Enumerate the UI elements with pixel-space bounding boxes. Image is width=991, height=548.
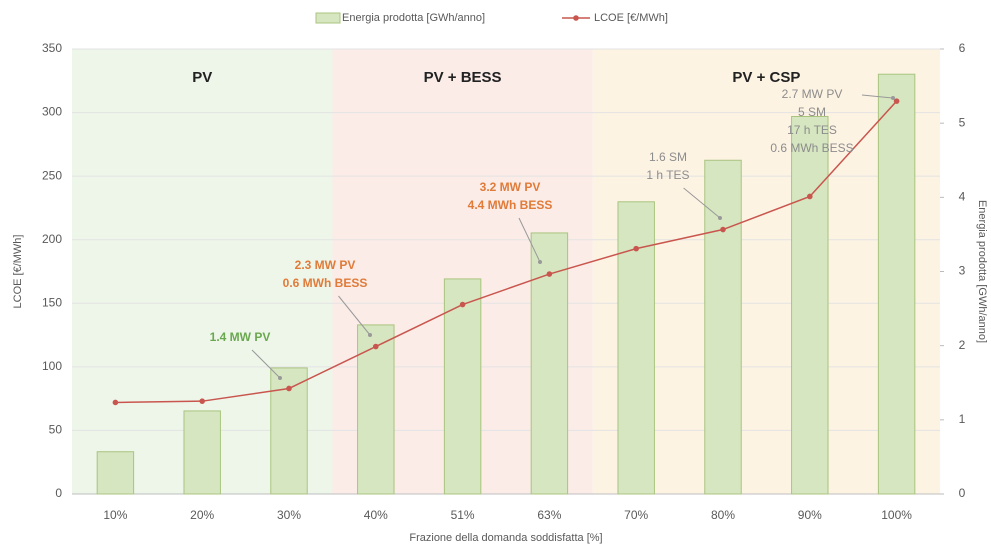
annotation-arrow <box>518 217 541 263</box>
annotation-arrow-head <box>538 260 542 264</box>
y-tick-label: 150 <box>42 295 62 309</box>
y2-tick-label: 6 <box>959 41 966 55</box>
x-tick-label: 70% <box>624 508 648 522</box>
y-tick-label: 200 <box>42 232 62 246</box>
x-tick-label: 100% <box>881 508 912 522</box>
y-tick-label: 350 <box>42 41 62 55</box>
y-tick-label: 100 <box>42 359 62 373</box>
annotation-arrow <box>683 187 721 219</box>
y2-tick-label: 5 <box>959 115 966 129</box>
x-tick-label: 90% <box>798 508 822 522</box>
annotation: 1.4 MW PV <box>210 330 271 344</box>
annotation: 0.6 MWh BESS <box>283 276 368 290</box>
x-tick-label: 30% <box>277 508 301 522</box>
line-point <box>720 226 726 233</box>
line-point <box>633 245 639 252</box>
y-tick-label: 250 <box>42 168 62 182</box>
annotation-arrow-head <box>718 216 722 220</box>
line-point <box>373 343 379 350</box>
legend-label: Energia prodotta [GWh/anno] <box>342 12 485 24</box>
bar <box>96 451 135 495</box>
line-point <box>807 193 813 200</box>
x-tick-label: 63% <box>537 508 561 522</box>
x-tick-label: 51% <box>451 508 475 522</box>
annotation: 1 h TES <box>646 168 689 182</box>
y2-tick-label: 1 <box>959 412 966 426</box>
bar <box>443 278 482 495</box>
annotation-arrow <box>338 295 371 336</box>
annotation-arrow <box>861 94 894 99</box>
y-tick-label: 0 <box>55 486 62 500</box>
legend-swatch <box>315 12 341 24</box>
y-tick-label: 50 <box>49 423 63 437</box>
annotation-arrow-head <box>368 333 372 337</box>
bar <box>704 159 742 495</box>
annotation: 2.3 MW PV <box>295 258 356 272</box>
region-label: PV <box>192 69 212 86</box>
bar <box>791 115 829 495</box>
region-label: PV + BESS <box>424 69 502 86</box>
region-label: PV + CSP <box>732 69 800 86</box>
x-tick-label: 10% <box>103 508 127 522</box>
annotation: 0.6 MWh BESS <box>770 141 853 155</box>
y2-tick-label: 4 <box>959 190 966 204</box>
bar <box>183 410 221 495</box>
line-point <box>112 399 119 406</box>
annotation: 3.2 MW PV <box>480 180 541 194</box>
line-point <box>286 385 292 392</box>
line <box>115 100 898 404</box>
x-tick-label: 40% <box>364 508 388 522</box>
bar <box>357 324 395 495</box>
annotation: 1.6 SM <box>649 150 687 164</box>
bar <box>877 73 916 495</box>
annotation: 2.7 MW PV <box>782 87 843 101</box>
x-tick-label: 80% <box>711 508 735 522</box>
legend-label: LCOE [€/MWh] <box>594 12 668 24</box>
annotation-arrow-head <box>278 376 282 380</box>
x-tick-label: 20% <box>190 508 214 522</box>
annotation: 17 h TES <box>787 123 837 137</box>
annotation: 5 SM <box>798 105 826 119</box>
y-tick-label: 300 <box>42 105 62 119</box>
legend-swatch <box>573 15 579 21</box>
line-point <box>199 398 205 404</box>
annotation-arrow <box>251 349 281 379</box>
y2-tick-label: 0 <box>959 486 966 500</box>
line-point <box>893 98 900 104</box>
y2-axis-title: Energia prodotta [GWh/anno] <box>976 200 988 343</box>
x-axis-title: Frazione della domanda soddisfatta [%] <box>409 532 602 544</box>
annotation-arrow-head <box>891 96 895 100</box>
y2-tick-label: 2 <box>959 338 966 352</box>
y2-tick-label: 3 <box>959 264 966 278</box>
annotation: 4.4 MWh BESS <box>468 198 553 212</box>
line-point <box>459 301 466 308</box>
y-axis-title: LCOE [€/MWh] <box>12 235 24 309</box>
line-point <box>546 271 553 277</box>
